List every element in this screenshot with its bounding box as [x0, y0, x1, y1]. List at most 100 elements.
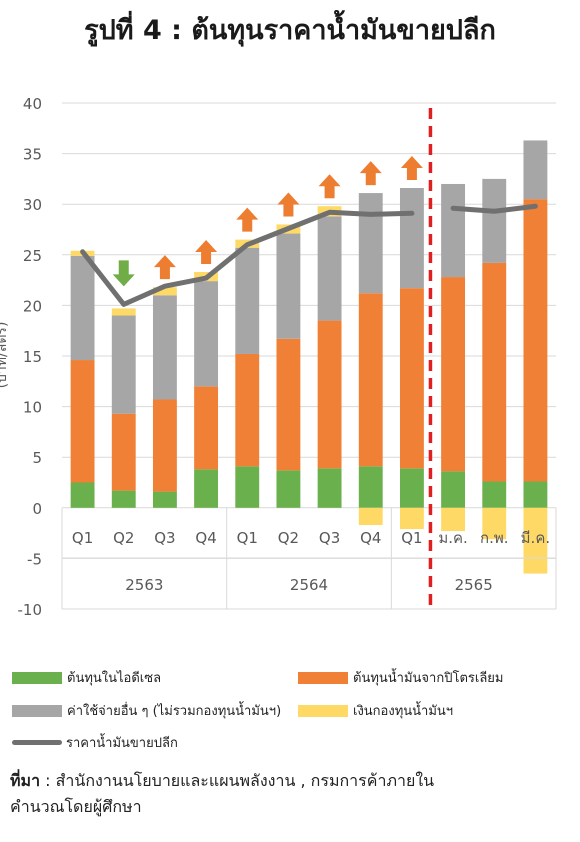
retail-price-line [450, 203, 538, 214]
bar-segment-series-1 [482, 262, 507, 482]
bar-segment-series-0 [317, 468, 342, 508]
group-label: 2565 [455, 576, 493, 594]
x-tick-label: Q1 [401, 529, 422, 547]
y-tick-label: 20 [23, 297, 42, 315]
bar-segment-series-3 [111, 308, 136, 316]
legend-item-oil-fund: เงินกองทุนน้ำมันฯ [298, 700, 453, 721]
y-tick-label: 25 [23, 247, 42, 265]
group-label: 2564 [290, 576, 328, 594]
bar-segment-series-1 [523, 199, 548, 482]
bar-segment-series-1 [399, 288, 424, 469]
y-tick-label: -5 [27, 550, 42, 568]
bar-segment-series-0 [441, 471, 466, 508]
arrow-up-icon [359, 161, 382, 186]
x-tick-label: ก.พ. [480, 529, 509, 547]
legend-swatch [12, 704, 62, 717]
bar-segment-series-0 [111, 490, 136, 508]
bar-segment-series-2 [152, 295, 177, 400]
y-tick-label: 10 [23, 399, 42, 417]
x-tick-label: Q3 [154, 529, 175, 547]
bar-segment-series-1 [317, 320, 342, 469]
bar-segment-series-0 [152, 491, 177, 508]
bar-segment-series-2 [523, 140, 548, 200]
source-note: ที่มา : สำนักงานนโยบายและแผนพลังงาน , กร… [10, 768, 434, 820]
bar-segment-series-3 [399, 507, 424, 530]
y-tick-label: 0 [32, 500, 42, 518]
arrow-up-icon [153, 255, 176, 280]
legend-swatch [298, 671, 348, 684]
y-axis-label: (บาท/ลิตร) [0, 322, 10, 389]
bar-segment-series-1 [358, 293, 383, 467]
bar-segment-series-3 [523, 507, 548, 574]
y-tick-label: 35 [23, 146, 42, 164]
bar-segment-series-2 [441, 183, 466, 278]
legend-item-diesel: ต้นทุนในไอดีเซล [12, 667, 161, 688]
legend-swatch [12, 740, 62, 745]
legend-label: เงินกองทุนน้ำมันฯ [353, 704, 454, 719]
source-text: : สำนักงานนโยบายและแผนพลังงาน , กรมการค้… [40, 771, 435, 790]
bar-segment-series-1 [111, 413, 136, 491]
bar-segment-series-1 [235, 353, 260, 467]
bar-segment-series-0 [194, 469, 219, 508]
x-tick-label: Q1 [237, 529, 258, 547]
bar-segment-series-1 [194, 386, 219, 470]
arrow-up-icon [277, 192, 300, 217]
bar-segment-series-0 [70, 482, 95, 508]
bar-segment-series-3 [441, 507, 466, 532]
bar-segment-series-1 [70, 360, 95, 483]
x-tick-label: Q4 [360, 529, 381, 547]
x-tick-label: มี.ค. [521, 529, 550, 547]
bar-segment-series-0 [276, 470, 301, 508]
bar-segment-series-2 [111, 315, 136, 414]
y-tick-label: 40 [23, 95, 42, 113]
legend-label: ต้นทุนน้ำมันจากปิโตรเลียม [353, 671, 504, 686]
bar-segment-series-1 [276, 338, 301, 471]
x-tick-label: Q2 [113, 529, 134, 547]
x-tick-label: Q3 [319, 529, 340, 547]
y-tick-label: 30 [23, 196, 42, 214]
arrow-up-icon [400, 156, 423, 181]
retail-oil-cost-chart: -10 -5 0 5 10 15 20 25 30 35 40 (บาท/ลิตร) 2563 2564 2… [0, 95, 557, 619]
group-label: 2563 [125, 576, 163, 594]
bar-segment-series-2 [70, 255, 95, 361]
y-tick-label: 5 [32, 449, 42, 467]
legend-label: ต้นทุนในไอดีเซล [67, 671, 162, 686]
bar-segment-series-0 [523, 481, 548, 508]
x-tick-label: Q4 [195, 529, 216, 547]
x-tick-label: Q1 [72, 529, 93, 547]
bar-segment-series-0 [235, 466, 260, 508]
page-title: รูปที่ 4 : ต้นทุนราคาน้ำมันขายปลีก [84, 15, 496, 46]
bar-segment-series-2 [235, 247, 260, 354]
bar-segment-series-2 [194, 281, 219, 387]
bar-segment-series-0 [399, 468, 424, 508]
x-tick-label: Q2 [278, 529, 299, 547]
legend-swatch [298, 704, 348, 717]
retail-price-line [80, 209, 415, 307]
legend-item-retail-price: ราคาน้ำมันขายปลีก [12, 732, 178, 753]
x-tick-label: ม.ค. [438, 529, 467, 547]
y-tick-label: -10 [18, 601, 43, 619]
bar-segment-series-3 [482, 507, 507, 540]
legend-label: ค่าใช้จ่ายอื่น ๆ (ไม่รวมกองทุนน้ำมันฯ) [67, 704, 282, 719]
arrow-down-icon [112, 260, 135, 287]
source-line2: คำนวณโดยผู้ศึกษา [10, 797, 142, 816]
bar-segment-series-0 [358, 466, 383, 508]
bar-segment-series-3 [152, 287, 177, 296]
bar-segment-series-2 [276, 233, 301, 339]
legend-item-other-costs: ค่าใช้จ่ายอื่น ๆ (ไม่รวมกองทุนน้ำมันฯ) [12, 700, 281, 721]
y-tick-label: 15 [23, 348, 42, 366]
bar-segment-series-2 [317, 216, 342, 321]
legend-swatch [12, 671, 62, 684]
bar-segment-series-3 [358, 507, 383, 526]
bar-segment-series-2 [358, 193, 383, 294]
arrow-up-icon [318, 174, 341, 199]
bar-segment-series-0 [482, 481, 507, 508]
bar-segment-series-2 [399, 188, 424, 289]
legend-item-petroleum: ต้นทุนน้ำมันจากปิโตรเลียม [298, 667, 503, 688]
arrow-up-icon [195, 240, 218, 265]
source-prefix: ที่มา [10, 771, 41, 790]
bar-segment-series-1 [152, 399, 177, 492]
bar-segment-series-1 [441, 277, 466, 472]
arrow-up-icon [236, 207, 259, 232]
bar-segment-series-2 [482, 178, 507, 263]
